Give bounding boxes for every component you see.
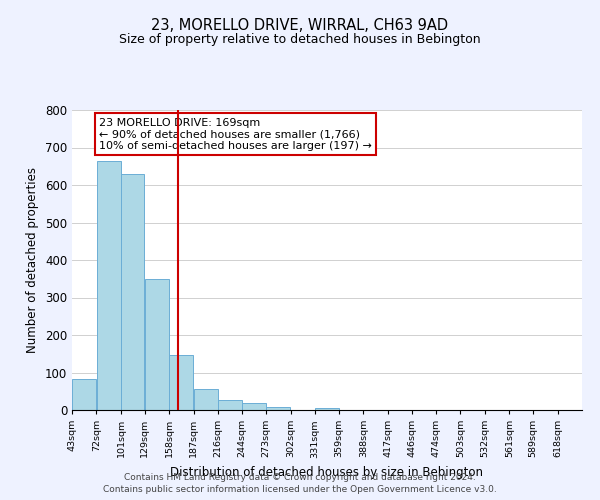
Text: Contains HM Land Registry data © Crown copyright and database right 2024.: Contains HM Land Registry data © Crown c… xyxy=(124,473,476,482)
X-axis label: Distribution of detached houses by size in Bebington: Distribution of detached houses by size … xyxy=(170,466,484,479)
Bar xyxy=(169,354,193,410)
Bar xyxy=(316,408,338,410)
Y-axis label: Number of detached properties: Number of detached properties xyxy=(26,167,40,353)
Text: 23 MORELLO DRIVE: 169sqm
← 90% of detached houses are smaller (1,766)
10% of sem: 23 MORELLO DRIVE: 169sqm ← 90% of detach… xyxy=(99,118,372,150)
Bar xyxy=(121,174,145,410)
Bar xyxy=(266,407,290,410)
Bar xyxy=(194,388,218,410)
Bar xyxy=(97,162,121,410)
Text: Size of property relative to detached houses in Bebington: Size of property relative to detached ho… xyxy=(119,32,481,46)
Bar xyxy=(145,279,169,410)
Bar xyxy=(72,379,96,410)
Text: 23, MORELLO DRIVE, WIRRAL, CH63 9AD: 23, MORELLO DRIVE, WIRRAL, CH63 9AD xyxy=(151,18,449,32)
Text: Contains public sector information licensed under the Open Government Licence v3: Contains public sector information licen… xyxy=(103,486,497,494)
Bar xyxy=(242,403,266,410)
Bar xyxy=(218,400,242,410)
